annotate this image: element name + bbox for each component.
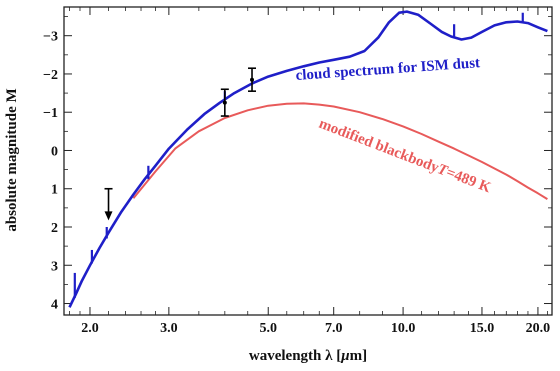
y-tick-label: −3 xyxy=(43,30,58,45)
upper-limit-arrowhead xyxy=(104,211,113,221)
x-tick-label: 3.0 xyxy=(160,321,178,336)
blackbody-temp-value: =489 K xyxy=(444,165,493,197)
y-tick-labels: −3 −2 −1 0 1 2 3 4 xyxy=(43,30,58,313)
y-tick-label: −1 xyxy=(43,106,58,121)
x-tick-labels: 2.0 3.0 5.0 7.0 10.0 15.0 20.0 xyxy=(81,321,550,336)
observations xyxy=(104,67,257,221)
y-axis-title: absolute magnitude M xyxy=(4,88,20,231)
cloud-series-label: cloud spectrum for ISM dust xyxy=(295,55,480,84)
data-point xyxy=(250,77,255,82)
x-tick-label: 7.0 xyxy=(325,321,343,336)
x-tick-label: 2.0 xyxy=(81,321,99,336)
data-point xyxy=(222,100,227,105)
x-axis-title-mu: μ xyxy=(340,348,349,364)
x-tick-label: 10.0 xyxy=(391,321,416,336)
tick-marks xyxy=(64,7,552,315)
x-axis-title-prefix: wavelength λ [ xyxy=(249,348,341,364)
curves xyxy=(68,10,548,308)
blackbody-name: modified blackbody xyxy=(317,116,442,177)
x-tick-label: 5.0 xyxy=(259,321,277,336)
cloud-spectrum-curve xyxy=(68,10,548,308)
x-tick-label: 15.0 xyxy=(470,321,495,336)
y-tick-label: 2 xyxy=(51,221,58,236)
x-axis-title: wavelength λ [μm] xyxy=(249,348,367,364)
y-tick-label: 1 xyxy=(51,183,58,198)
x-tick-label: 20.0 xyxy=(526,321,551,336)
y-tick-label: 3 xyxy=(51,259,58,274)
blackbody-curve xyxy=(132,102,548,200)
plot-frame xyxy=(63,6,553,316)
y-tick-label: 0 xyxy=(51,144,58,159)
y-tick-label: 4 xyxy=(51,298,58,313)
x-axis-title-suffix: m] xyxy=(350,348,368,364)
y-tick-label: −2 xyxy=(43,68,58,83)
